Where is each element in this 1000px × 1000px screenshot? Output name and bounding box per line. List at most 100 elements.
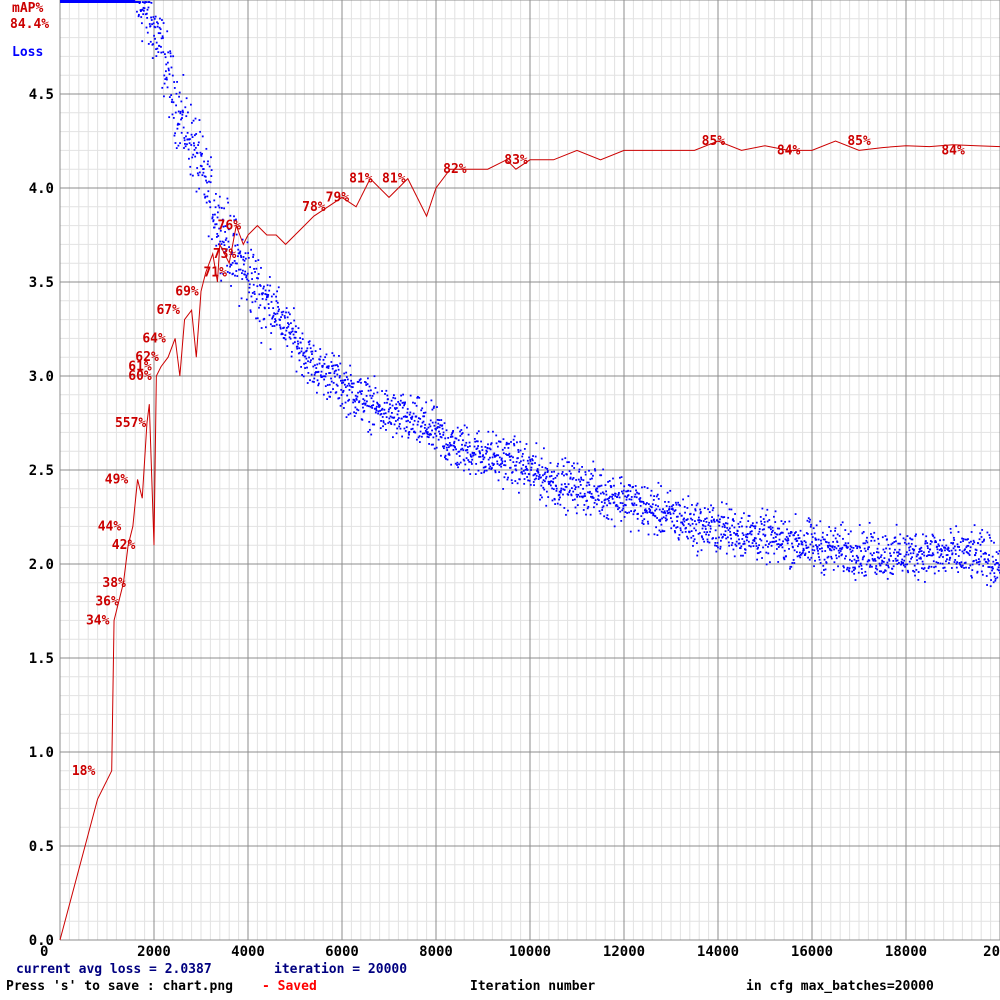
loss-point [811, 541, 813, 543]
loss-point [713, 518, 715, 521]
loss-point [157, 32, 160, 35]
loss-point [682, 518, 685, 521]
loss-point [387, 398, 389, 401]
loss-point [517, 451, 520, 453]
loss-point [326, 398, 329, 401]
loss-point [261, 292, 263, 295]
loss-point [149, 25, 152, 27]
loss-point [493, 455, 496, 458]
y-tick-label: 1.5 [29, 651, 54, 667]
loss-point [747, 540, 750, 543]
loss-point [845, 544, 848, 547]
loss-point [700, 549, 703, 552]
loss-point [357, 391, 359, 394]
loss-point [529, 483, 532, 486]
loss-point [423, 415, 426, 418]
loss-point [455, 437, 458, 440]
loss-point [498, 456, 501, 459]
loss-point [508, 452, 511, 455]
x-axis-label: Iteration number [470, 979, 595, 994]
loss-point [766, 520, 769, 523]
loss-point [340, 394, 343, 396]
loss-point [184, 145, 187, 148]
loss-point [304, 367, 306, 369]
loss-point [887, 564, 889, 567]
loss-point [819, 548, 821, 550]
loss-point [993, 541, 995, 544]
loss-point [270, 295, 273, 298]
loss-point [510, 441, 512, 443]
loss-point [521, 472, 524, 475]
loss-point [196, 172, 199, 175]
loss-point [761, 557, 763, 559]
loss-point [675, 515, 678, 518]
loss-point [304, 362, 307, 365]
loss-point [431, 408, 434, 411]
loss-point [529, 458, 531, 461]
loss-point [762, 546, 764, 549]
loss-point [464, 444, 467, 447]
loss-point [579, 492, 582, 495]
loss-point [158, 44, 161, 47]
loss-point [156, 25, 159, 28]
loss-point [292, 342, 295, 345]
loss-point [459, 430, 461, 433]
loss-point [214, 206, 217, 209]
loss-point [605, 490, 607, 493]
loss-point [482, 454, 484, 457]
loss-point [578, 468, 581, 471]
loss-point [760, 520, 762, 523]
loss-point [835, 547, 838, 550]
loss-point [410, 416, 412, 419]
loss-point [787, 537, 789, 540]
loss-point [450, 463, 453, 466]
loss-point [848, 570, 851, 573]
loss-point [644, 508, 647, 511]
loss-point [860, 564, 863, 567]
loss-point [536, 469, 539, 472]
loss-point [644, 511, 647, 514]
loss-point [651, 503, 654, 506]
loss-point [871, 554, 874, 557]
loss-point [272, 314, 275, 317]
loss-point [826, 534, 829, 536]
loss-point [868, 559, 871, 562]
loss-point [900, 560, 903, 563]
loss-point [824, 550, 827, 552]
loss-point [344, 379, 347, 381]
loss-point [331, 365, 333, 368]
loss-point [327, 365, 330, 368]
map-data-label: 67% [156, 303, 180, 318]
loss-point [417, 417, 420, 420]
loss-point [692, 544, 694, 547]
loss-point [741, 532, 744, 535]
loss-point [283, 315, 286, 317]
loss-point [345, 376, 348, 378]
loss-point [172, 117, 175, 119]
loss-point [361, 418, 364, 421]
loss-point [167, 67, 170, 70]
loss-point [512, 461, 515, 464]
loss-point [232, 232, 235, 235]
loss-point [388, 420, 391, 423]
loss-point [233, 219, 236, 222]
loss-point [869, 564, 872, 567]
loss-point [246, 272, 249, 275]
loss-point [440, 454, 442, 457]
loss-point [216, 216, 219, 219]
loss-point [341, 379, 344, 382]
loss-point [346, 384, 349, 387]
loss-point [872, 559, 875, 562]
loss-point [994, 579, 997, 582]
loss-point [591, 496, 594, 499]
loss-point [860, 550, 862, 552]
loss-point [506, 454, 508, 456]
loss-point [410, 428, 413, 431]
loss-point [680, 514, 683, 517]
loss-point [753, 537, 756, 539]
loss-point [300, 350, 303, 353]
loss-point [426, 432, 429, 435]
loss-point [914, 535, 917, 537]
loss-point [213, 226, 216, 229]
loss-point [875, 565, 878, 567]
